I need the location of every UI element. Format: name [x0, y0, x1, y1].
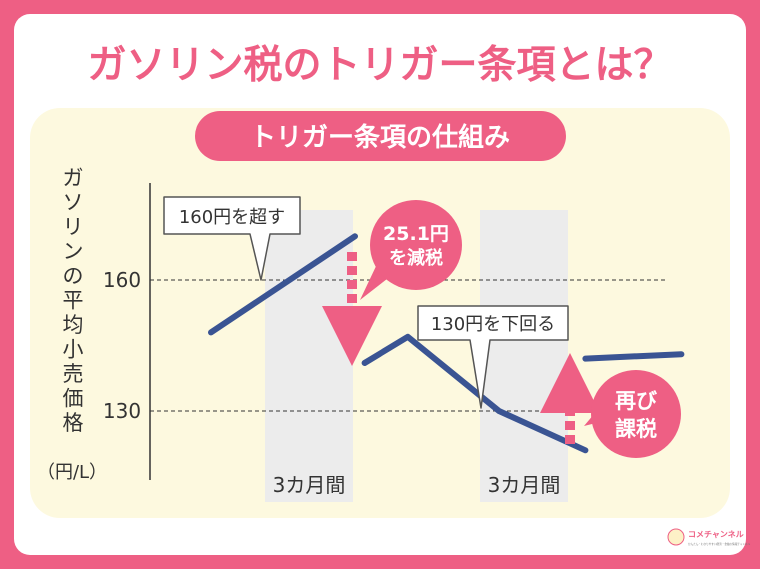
y-axis-label-char: 平	[63, 289, 84, 313]
y-axis-label-char: 小	[63, 338, 84, 362]
period-label-2: 3カ月間	[488, 473, 561, 497]
y-axis-label-char: の	[63, 264, 84, 288]
y-axis-label-char: ガ	[63, 166, 84, 190]
y-axis-label-char: 均	[63, 313, 84, 337]
period-label-1: 3カ月間	[273, 473, 346, 497]
price-line-after-cut	[361, 333, 589, 454]
price-line-rise	[208, 233, 358, 336]
badge-reimpose	[591, 370, 681, 458]
y-axis-label-char: ソ	[63, 191, 84, 215]
callout-below-box	[417, 305, 569, 409]
brand-logo: コメチャンネル かんたん・わかりやすい経済・金融の情報チャンネル	[667, 528, 751, 546]
badge-reimpose-line1: 再び	[615, 389, 657, 413]
y-axis-label-char: 格	[63, 411, 84, 435]
callout-exceed-label: 160円を超す	[179, 207, 285, 228]
y-axis-label-char: リ	[63, 215, 84, 239]
brand-mascot-icon	[667, 528, 685, 546]
price-line-after-reimpose	[582, 351, 685, 362]
y-tick-label-160: 160	[103, 268, 141, 292]
subtitle-label: トリガー条項の仕組み	[250, 122, 510, 153]
y-axis-label-char: 売	[63, 362, 84, 386]
period-band-1	[265, 210, 353, 502]
subtitle-pill	[195, 111, 566, 161]
y-axis-unit: （円/L）	[37, 462, 107, 483]
y-axis-label-char: 価	[63, 387, 84, 411]
badge-reimpose-line2: 課税	[615, 417, 657, 441]
badge-cut	[370, 200, 462, 290]
y-tick-label-130: 130	[103, 399, 141, 423]
brand-name: コメチャンネル	[688, 529, 744, 539]
price-line	[208, 233, 685, 454]
period-band-2	[480, 210, 568, 502]
badge-cut-line1: 25.1円	[383, 223, 449, 245]
badge-cut-line2: を減税	[389, 247, 443, 269]
y-axis-label-char: ン	[63, 240, 84, 264]
brand-tagline: かんたん・わかりやすい経済・金融の情報チャンネル	[688, 542, 751, 546]
callout-exceed-box	[163, 196, 301, 281]
callout-below-label: 130円を下回る	[431, 314, 555, 335]
page-title: ガソリン税のトリガー条項とは？	[87, 43, 672, 88]
